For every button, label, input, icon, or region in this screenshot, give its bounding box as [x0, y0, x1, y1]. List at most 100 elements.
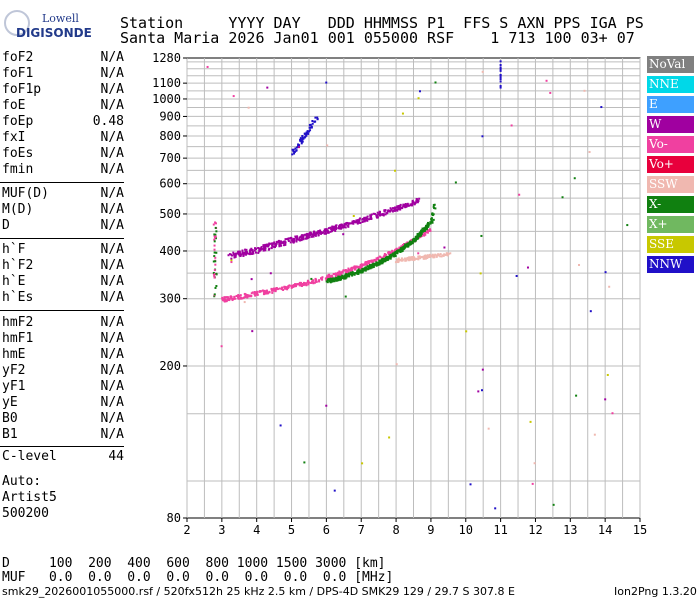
data-point [263, 244, 266, 247]
data-point [347, 223, 350, 226]
param-row-fof1p: foF1p N/A [2, 82, 124, 98]
x-tick-label: 6 [323, 523, 330, 537]
data-point [345, 271, 348, 274]
param-name: h`Es [2, 290, 34, 305]
param-value: N/A [100, 379, 124, 394]
noise-point [526, 266, 529, 269]
data-point [406, 202, 409, 205]
noise-point [266, 86, 269, 89]
data-point [310, 281, 313, 284]
data-point [312, 235, 315, 238]
data-point [412, 255, 415, 258]
param-value: N/A [100, 146, 124, 161]
data-point [335, 227, 338, 230]
data-point [282, 288, 285, 291]
data-point [441, 254, 444, 257]
data-point [351, 272, 354, 275]
data-point [305, 133, 308, 136]
data-point [384, 213, 387, 216]
data-point [431, 221, 434, 224]
data-point [390, 208, 393, 211]
data-point [319, 230, 322, 233]
data-point [303, 132, 306, 135]
data-point [290, 286, 293, 289]
noise-point [578, 263, 581, 266]
data-point [275, 244, 278, 247]
data-point [280, 287, 283, 290]
data-point [264, 243, 267, 246]
data-point [394, 248, 397, 251]
data-point [435, 255, 438, 258]
data-point [315, 232, 318, 235]
data-point [415, 236, 418, 239]
data-point [331, 227, 334, 230]
noise-point [279, 424, 282, 427]
data-point [396, 250, 399, 253]
data-point [343, 226, 346, 229]
data-point [499, 60, 502, 63]
data-point [412, 259, 415, 262]
data-point [314, 234, 317, 237]
data-point [212, 223, 215, 226]
data-point [499, 73, 502, 76]
data-point [437, 253, 440, 256]
data-point [337, 273, 340, 276]
data-point [374, 259, 377, 262]
data-point [292, 285, 295, 288]
data-point [293, 151, 296, 154]
noise-point [388, 436, 391, 439]
data-point [247, 294, 250, 297]
data-point [413, 240, 416, 243]
data-point [291, 284, 294, 287]
data-point [291, 148, 294, 151]
data-point [434, 253, 437, 256]
data-point [419, 234, 422, 237]
data-point [423, 234, 426, 237]
data-point [416, 237, 419, 240]
data-point [340, 227, 343, 230]
data-point [253, 249, 256, 252]
data-point [415, 198, 418, 201]
data-point [417, 255, 420, 258]
data-point [214, 256, 217, 259]
data-point [347, 273, 350, 276]
data-point [369, 215, 372, 218]
data-point [387, 209, 390, 212]
x-tick-label: 15 [633, 523, 647, 537]
data-point [277, 239, 280, 242]
data-point [261, 289, 264, 292]
data-point [214, 233, 217, 236]
data-point [351, 274, 354, 277]
data-point [231, 254, 234, 257]
data-point [356, 272, 359, 275]
data-point [245, 248, 248, 251]
footer-info: smk29_2026001055000.rsf / 520fx512h 25 k… [2, 585, 515, 598]
data-point [232, 298, 235, 301]
data-point [264, 246, 267, 249]
logo-lowell-text: Lowell [42, 12, 79, 25]
data-point [396, 259, 399, 262]
data-point [270, 289, 273, 292]
data-point [242, 254, 245, 257]
data-point [334, 229, 337, 232]
data-point [328, 280, 331, 283]
noise-point [465, 330, 468, 333]
param-name: MUF(D) [2, 186, 49, 201]
data-point [384, 254, 387, 257]
data-point [316, 232, 319, 235]
data-point [286, 288, 289, 291]
x-tick-label: 12 [528, 523, 542, 537]
data-point [316, 118, 319, 121]
data-point [284, 241, 287, 244]
noise-point [477, 390, 480, 393]
data-point [444, 253, 447, 256]
data-point [401, 246, 404, 249]
data-point [412, 238, 415, 241]
data-point [213, 240, 216, 243]
data-point [375, 214, 378, 217]
data-point [373, 263, 376, 266]
param-value: N/A [100, 427, 124, 442]
data-point [376, 214, 379, 217]
data-point [399, 250, 402, 253]
param-value: N/A [100, 202, 124, 217]
